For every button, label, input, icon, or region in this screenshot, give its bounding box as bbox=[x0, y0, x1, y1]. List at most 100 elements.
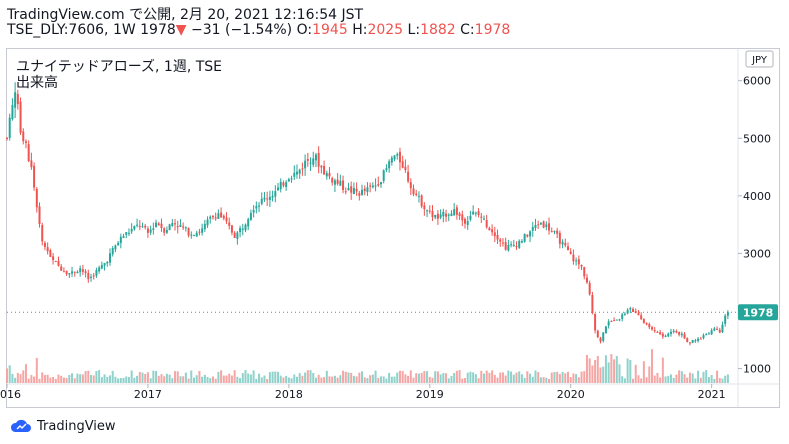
volume-bar bbox=[38, 378, 41, 383]
candle-body bbox=[591, 295, 594, 313]
candle-body bbox=[510, 244, 513, 246]
candle-body bbox=[333, 180, 336, 185]
volume-bar bbox=[510, 371, 513, 383]
candle-body bbox=[198, 231, 201, 233]
candle-body bbox=[664, 335, 667, 337]
candle-body bbox=[211, 215, 214, 218]
volume-bar bbox=[203, 374, 206, 383]
volume-bar bbox=[678, 370, 681, 383]
volume-bar bbox=[366, 378, 369, 383]
candle-body bbox=[203, 223, 206, 230]
volume-bar bbox=[119, 378, 122, 383]
candle-body bbox=[721, 324, 724, 332]
candle-body bbox=[68, 273, 71, 275]
candle-body bbox=[179, 224, 182, 227]
price-chart[interactable]: 1000 3000 4000 5000 6000 JPY 2016 2017 2018 2019 2… bbox=[0, 0, 789, 412]
candle-body bbox=[377, 184, 380, 186]
candle-body bbox=[347, 188, 350, 191]
candle-body bbox=[176, 226, 179, 228]
candle-body bbox=[572, 254, 575, 262]
volume-bar bbox=[201, 376, 204, 383]
y-tick-label: 3000 bbox=[743, 247, 771, 260]
candle-body bbox=[529, 231, 532, 237]
volume-bar bbox=[130, 370, 133, 383]
volume-bar bbox=[556, 371, 559, 383]
candle-body bbox=[304, 160, 307, 169]
candle-body bbox=[539, 222, 542, 225]
candle-body bbox=[336, 179, 339, 184]
footer-brand[interactable]: TradingView bbox=[10, 416, 116, 436]
low-label: L: bbox=[407, 22, 421, 38]
volume-bar bbox=[531, 376, 534, 383]
candle-body bbox=[184, 227, 187, 229]
candle-body bbox=[168, 224, 171, 231]
volume-bar bbox=[277, 371, 280, 383]
candle-body bbox=[531, 227, 534, 231]
volume-bar bbox=[667, 375, 670, 383]
volume-bar bbox=[249, 374, 252, 383]
candle-body bbox=[577, 259, 580, 265]
candle-body bbox=[550, 231, 553, 233]
volume-bar bbox=[81, 374, 84, 383]
volume-bar bbox=[507, 370, 510, 383]
candle-body bbox=[268, 196, 271, 200]
candle-body bbox=[279, 181, 282, 190]
volume-bar bbox=[485, 370, 488, 383]
volume-bar bbox=[65, 378, 68, 383]
volume-bar bbox=[577, 377, 580, 383]
candle-body bbox=[106, 262, 109, 264]
candle-body bbox=[98, 267, 101, 272]
candle-body bbox=[138, 225, 141, 227]
volume-bar bbox=[217, 371, 220, 383]
candle-body bbox=[469, 215, 472, 220]
x-tick-label: 2020 bbox=[557, 388, 585, 401]
y-tick-label: 1000 bbox=[743, 363, 771, 376]
volume-bar bbox=[114, 376, 117, 383]
candle-body bbox=[361, 189, 364, 195]
close-value: 1978 bbox=[474, 22, 511, 38]
open-label: O: bbox=[296, 22, 313, 38]
currency-badge bbox=[745, 50, 774, 68]
candle-body bbox=[566, 246, 569, 251]
volume-bar bbox=[301, 375, 304, 383]
volume-bar bbox=[214, 378, 217, 383]
candle-body bbox=[6, 137, 8, 139]
chart-frame[interactable] bbox=[6, 48, 780, 408]
volume-bar bbox=[268, 372, 271, 383]
candle-body bbox=[108, 253, 111, 263]
volume-bar bbox=[428, 376, 431, 383]
volume-bar bbox=[209, 378, 212, 383]
volume-bar bbox=[604, 355, 607, 383]
volume-bar bbox=[572, 373, 575, 383]
candle-body bbox=[92, 275, 95, 277]
candle-body bbox=[585, 277, 588, 283]
candle-body bbox=[672, 330, 675, 333]
volume-bar bbox=[491, 370, 494, 383]
volume-bar bbox=[404, 374, 407, 383]
volume-bar bbox=[174, 371, 177, 383]
volume-bar bbox=[602, 366, 605, 383]
candle-body bbox=[718, 329, 721, 333]
volume-bar bbox=[179, 376, 182, 383]
candle-body bbox=[390, 157, 393, 163]
volume-bar bbox=[520, 374, 523, 383]
candle-body bbox=[241, 228, 244, 230]
volume-bar bbox=[241, 373, 244, 383]
candle-body bbox=[632, 308, 635, 312]
volume-bar bbox=[206, 376, 209, 383]
tradingview-cloud-icon bbox=[10, 419, 31, 432]
volume-bar bbox=[333, 375, 336, 383]
volume-bar bbox=[309, 370, 312, 383]
candle-body bbox=[22, 131, 25, 142]
volume-bar bbox=[382, 376, 385, 383]
candle-body bbox=[41, 225, 44, 242]
candle-body bbox=[404, 166, 407, 171]
volume-bar bbox=[396, 372, 399, 383]
volume-bar bbox=[651, 349, 654, 383]
candle-body bbox=[556, 230, 559, 234]
volume-bar bbox=[607, 362, 610, 383]
volume-bar bbox=[640, 378, 643, 383]
candle-body bbox=[702, 335, 705, 339]
volume-bar bbox=[358, 372, 361, 383]
candle-body bbox=[667, 333, 670, 337]
